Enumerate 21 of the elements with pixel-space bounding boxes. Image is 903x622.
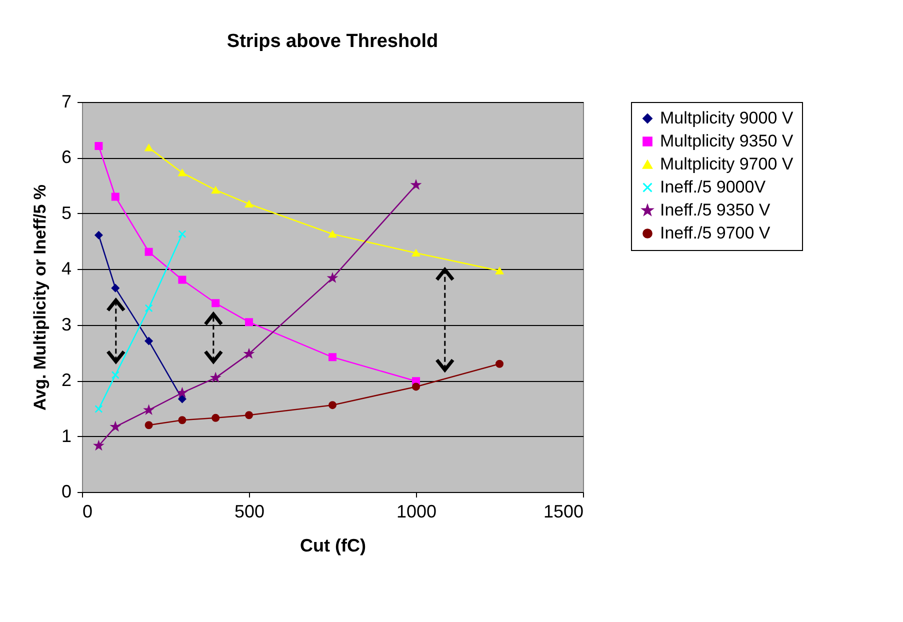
x-tick-label: 0 [82, 502, 93, 522]
x-tick-label: 1500 [543, 502, 584, 522]
legend-label: Multplicity 9700 V [660, 154, 794, 174]
y-tick-label: 0 [61, 482, 72, 502]
x-tick-label: 1000 [396, 502, 437, 522]
legend-label: Multplicity 9000 V [660, 108, 794, 128]
legend-label: Ineff./5 9000V [660, 178, 766, 196]
legend-label: Ineff./5 9700 V [660, 224, 771, 242]
x-axis-title: Cut (fC) [300, 536, 366, 556]
chart-title: Strips above Threshold [226, 31, 438, 52]
y-tick-label: 5 [61, 202, 72, 223]
legend-label: Ineff./5 9350 V [660, 200, 771, 220]
y-tick-label: 3 [61, 314, 72, 334]
y-tick-label: 2 [61, 370, 72, 390]
y-axis-title: Avg. Multiplicity or Ineff/5 % [30, 184, 50, 411]
x-tick-label: 500 [234, 502, 265, 522]
y-tick-label: 4 [61, 258, 72, 279]
y-tick-label: 7 [61, 92, 72, 112]
y-tick-label: 1 [61, 426, 72, 446]
legend-label: Multplicity 9350 V [660, 132, 794, 150]
y-tick-label: 6 [61, 147, 72, 168]
